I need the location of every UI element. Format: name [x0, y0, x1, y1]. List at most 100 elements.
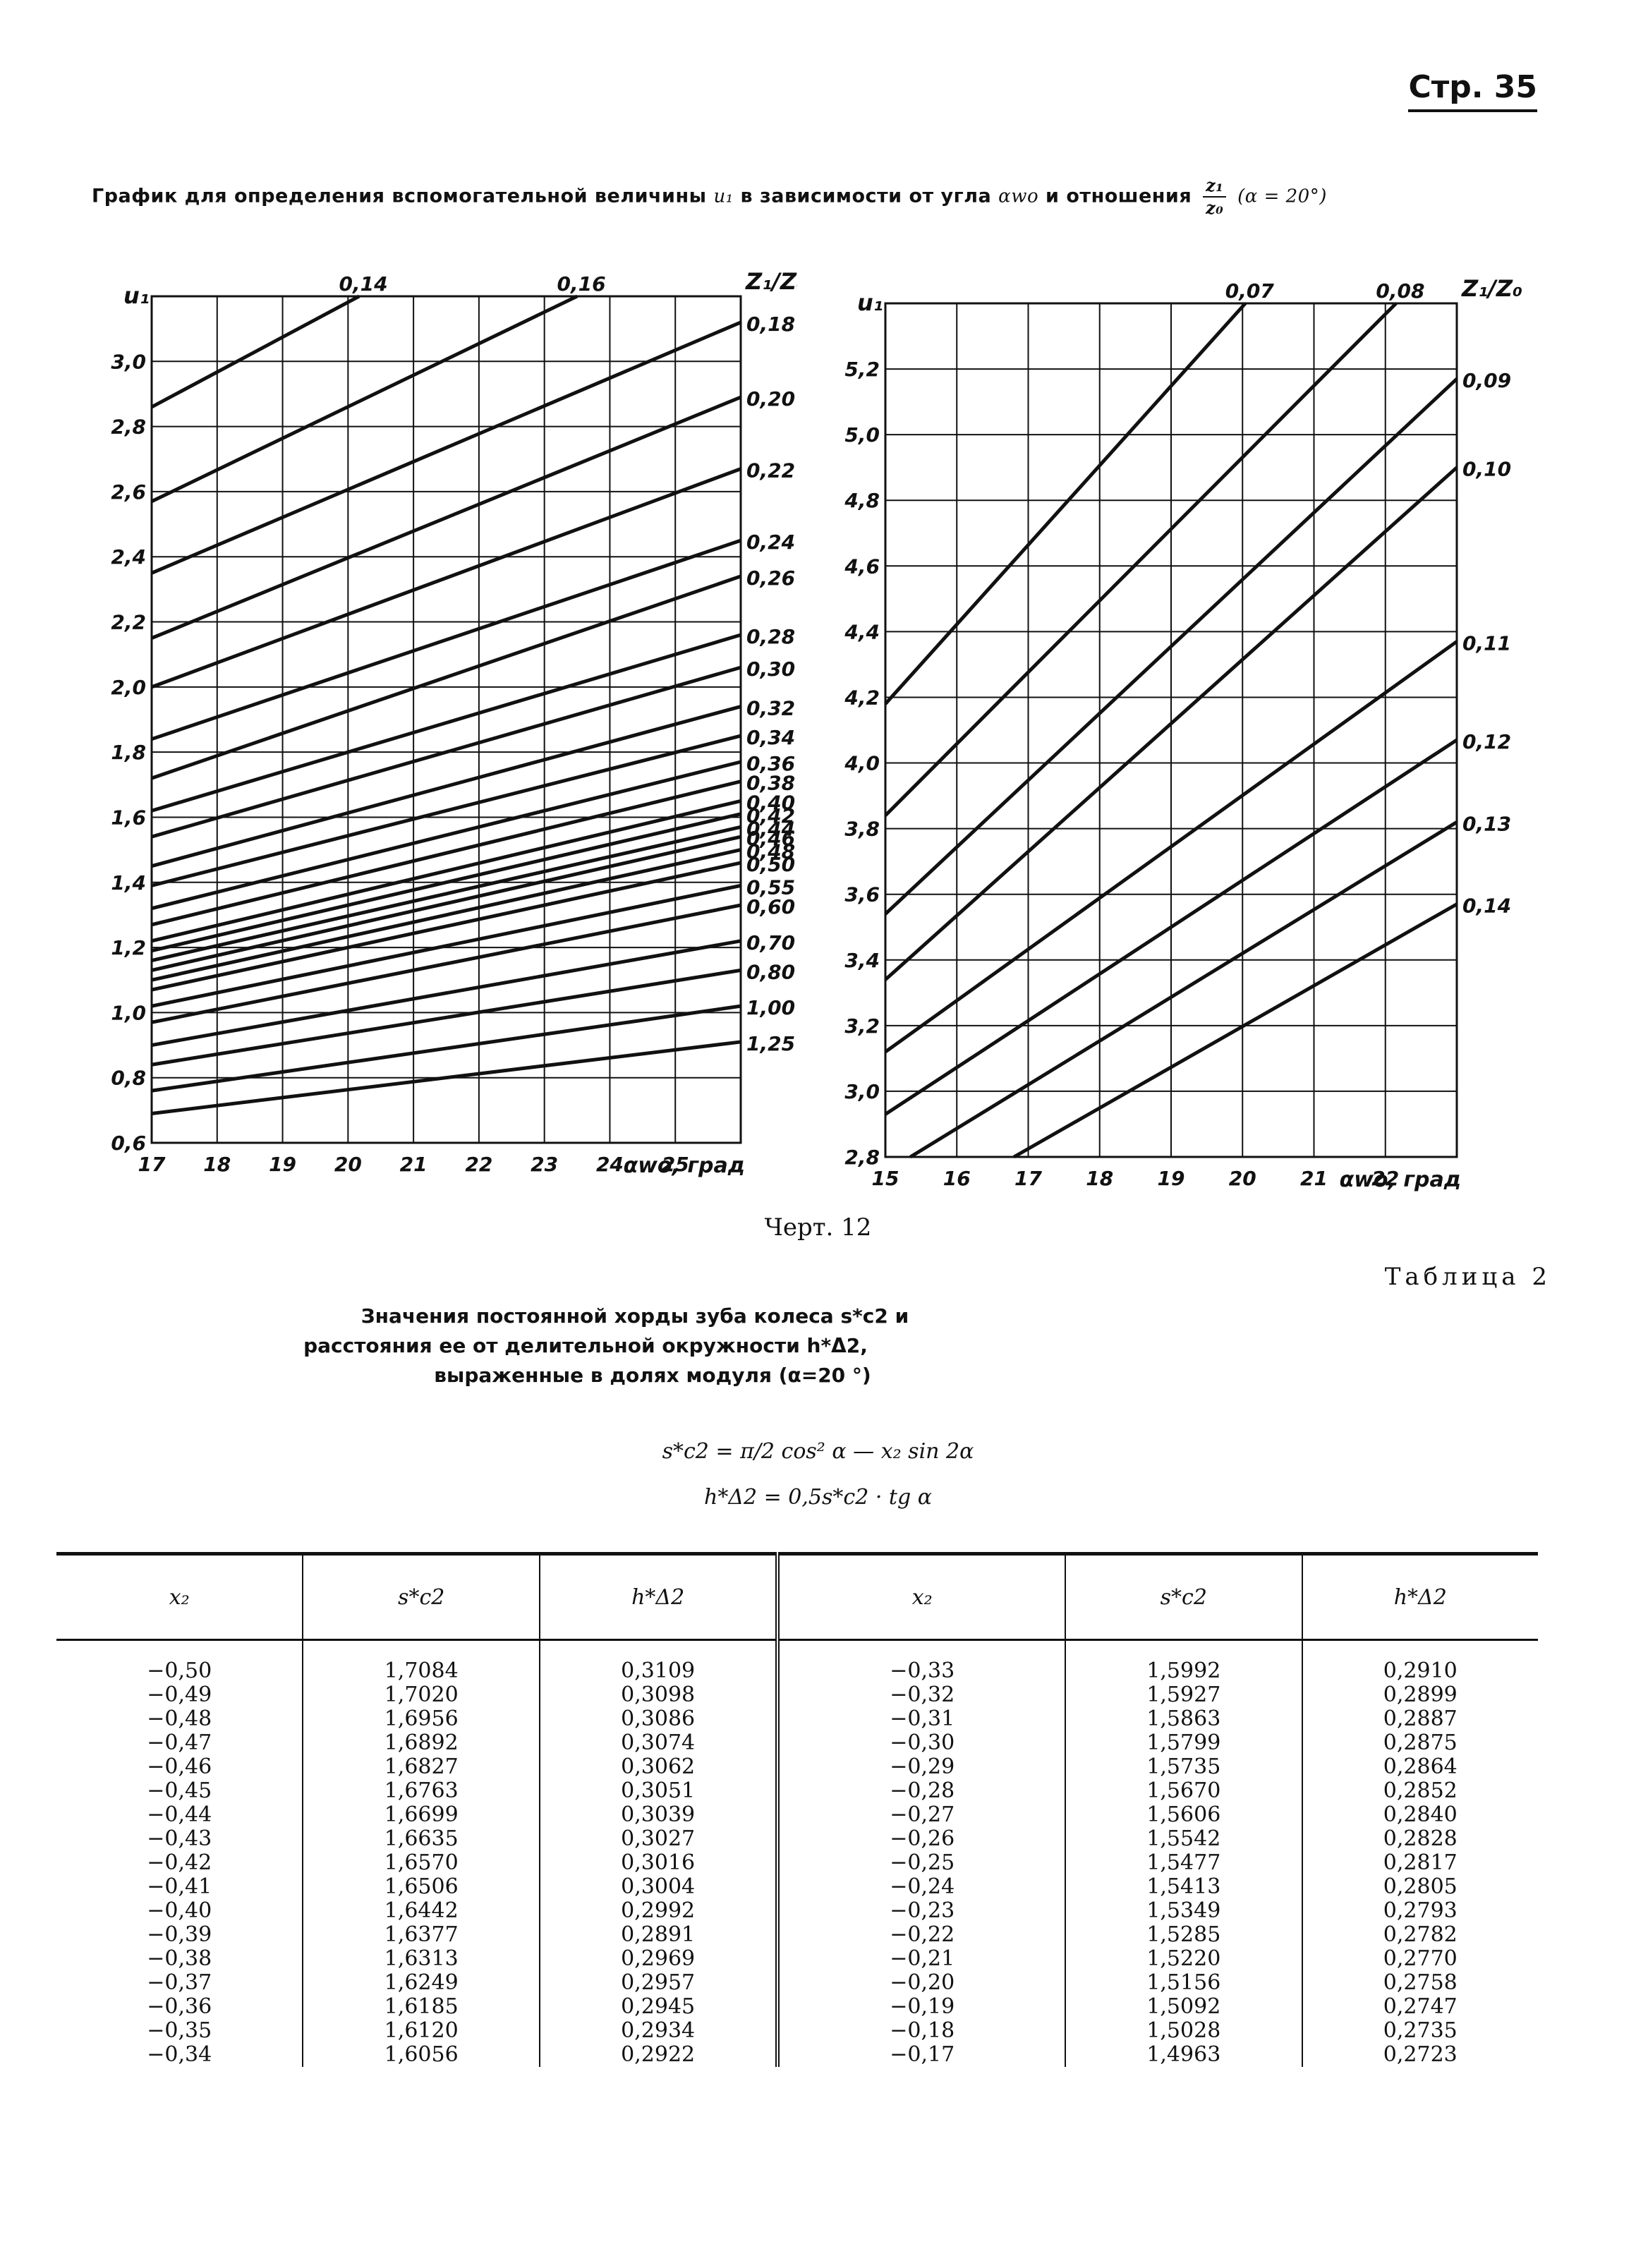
- chart0-series-label: 0,46: [746, 827, 795, 850]
- chart1-x-tick-label: 16: [943, 1167, 971, 1190]
- chart1-series-line: [884, 466, 1458, 981]
- table-cell: 1,5349: [1065, 1899, 1302, 1923]
- chart-title-var2: αwo: [998, 186, 1039, 207]
- table-cell: 1,5542: [1065, 1827, 1302, 1851]
- chart0-y-tick-label: 1,0: [111, 1001, 146, 1024]
- chart0-series-line: [151, 1004, 741, 1093]
- table-row: −0,35 1,6120 0,2934 −0,18 1,5028 0,2735: [56, 2019, 1538, 2043]
- chart1-x-tick-label: 22: [1371, 1167, 1399, 1190]
- chart1-y-tick-label: 3,4: [844, 949, 880, 972]
- table-cell: 1,6056: [302, 2043, 540, 2067]
- table-cell: −0,17: [775, 2043, 1066, 2067]
- chart0-y-tick-label: 2,8: [111, 416, 146, 439]
- table-cell: 0,3016: [538, 1851, 778, 1875]
- chart1-series-line: [909, 820, 1458, 1159]
- chart0-series-line: [151, 939, 741, 1048]
- table-cell: −0,32: [775, 1683, 1066, 1707]
- table-cell: 0,3039: [538, 1803, 778, 1827]
- table-cell: −0,27: [775, 1803, 1066, 1827]
- chart1-x-tick-label: 18: [1086, 1167, 1113, 1190]
- table-cell: 0,2770: [1301, 1947, 1538, 1971]
- table-cell: −0,40: [147, 1898, 212, 1923]
- chart0-series-line: [151, 665, 741, 839]
- chart1-y-tick-label: 3,2: [844, 1014, 880, 1038]
- table-body: −0,50 1,7084 0,3109 −0,33 1,5992 0,2910 −0,49 1…: [56, 1639, 1538, 2067]
- table-cell: 0,2875: [1301, 1731, 1538, 1755]
- table-cell: 0,2891: [538, 1923, 778, 1947]
- table-cell: 1,6442: [302, 1899, 540, 1923]
- table-cell: −0,35: [147, 2018, 212, 2043]
- table-cell: 0,2817: [1301, 1851, 1538, 1875]
- chart0-y-tick-label: 1,2: [111, 936, 146, 959]
- table-cell: 1,6249: [302, 1971, 540, 1995]
- table-cell: 0,2840: [1301, 1803, 1538, 1827]
- table-cell: 0,2828: [1301, 1827, 1538, 1851]
- table-cell: 0,2723: [1301, 2043, 1538, 2067]
- table-cell: 1,6827: [302, 1755, 540, 1779]
- chart0-x-tick-label: 25: [662, 1153, 689, 1176]
- table-cell: 1,5927: [1065, 1683, 1302, 1707]
- table-cell: −0,49: [147, 1682, 212, 1707]
- chart0-series-line: [151, 705, 741, 868]
- chart0-series-label: 0,18: [746, 313, 795, 336]
- chart0-x-tick-label: 24: [596, 1153, 624, 1176]
- table-cell: 1,5285: [1065, 1923, 1302, 1947]
- table-cell: −0,33: [775, 1639, 1066, 1683]
- table-row: −0,36 1,6185 0,2945 −0,19 1,5092 0,2747: [56, 1995, 1538, 2019]
- chart0-series-line: [150, 294, 360, 409]
- table-row: −0,42 1,6570 0,3016 −0,25 1,5477 0,2817: [56, 1851, 1538, 1875]
- table-cell: 0,2747: [1301, 1995, 1538, 2019]
- data-table: x₂ s*c2 h*Δ2 x₂ s*c2 h*Δ2 −0,50 1,7084 0,3…: [56, 1552, 1538, 2067]
- table-cell: 1,6892: [302, 1731, 540, 1755]
- header-s-c2-right: s*c2: [1065, 1552, 1302, 1641]
- table-cell: 1,6120: [302, 2019, 540, 2043]
- table-cell: 0,2910: [1301, 1639, 1538, 1683]
- chart1-y-tick-label: 5,0: [844, 423, 880, 447]
- table-row: −0,46 1,6827 0,3062 −0,29 1,5735 0,2864: [56, 1755, 1538, 1779]
- table-header-row: x₂ s*c2 h*Δ2 x₂ s*c2 h*Δ2: [56, 1552, 1538, 1641]
- chart0-series-label: 0,48: [746, 840, 795, 863]
- formula-h-delta2: h*Δ2 = 0,5s*c2 · tg α: [704, 1485, 932, 1510]
- table-cell: −0,47: [147, 1730, 212, 1755]
- chart1-x-tick-label: 19: [1158, 1167, 1185, 1190]
- chart0-series-line: [150, 294, 578, 504]
- chart0-series-label: 1,00: [746, 996, 795, 1019]
- table-title-line1: Значения постоянной хорды зуба колеса s*…: [360, 1304, 909, 1328]
- chart-title-frac-den: z₀: [1206, 198, 1224, 218]
- table-row: −0,44 1,6699 0,3039 −0,27 1,5606 0,2840: [56, 1803, 1538, 1827]
- chart0-series-line: [151, 825, 741, 962]
- table-cell: −0,31: [775, 1707, 1066, 1731]
- table-row: −0,50 1,7084 0,3109 −0,33 1,5992 0,2910: [56, 1639, 1538, 1683]
- chart1-y-tick-label: 2,8: [844, 1146, 880, 1169]
- chart0-series-line: [151, 780, 741, 927]
- table-cell: 1,5413: [1065, 1875, 1302, 1899]
- table-cell: −0,38: [147, 1946, 212, 1971]
- chart1-y-tick-label: 4,2: [844, 686, 880, 709]
- table-cell: −0,45: [147, 1778, 212, 1803]
- chart0-series-line: [151, 574, 741, 780]
- table-cell: −0,50: [147, 1658, 212, 1683]
- chart1-x-tick-label: 15: [872, 1167, 899, 1190]
- table-cell: 1,6570: [302, 1851, 540, 1875]
- table-cell: 1,5799: [1065, 1731, 1302, 1755]
- chart0-y-tick-label: 2,6: [111, 480, 146, 504]
- chart0-series-label: 0,40: [746, 791, 795, 814]
- chart1-series-label: 0,09: [1462, 369, 1511, 392]
- chart0-x-tick-label: 19: [269, 1153, 296, 1176]
- header-s-c2-left: s*c2: [302, 1552, 540, 1641]
- chart-title: График для определения вспомогательной в…: [92, 175, 1559, 219]
- table-cell: −0,41: [147, 1874, 212, 1899]
- table-cell: 0,2758: [1301, 1971, 1538, 1995]
- table-cell: −0,25: [775, 1851, 1066, 1875]
- table-cell: 1,7020: [302, 1683, 540, 1707]
- table-cell: −0,34: [147, 2042, 212, 2067]
- table-title: Значения постоянной хорды зуба колеса s*…: [0, 1302, 1072, 1390]
- header-x2-right: x₂: [775, 1552, 1066, 1641]
- chart1-y-tick-label: 4,0: [844, 752, 880, 775]
- chart1-x-tick-label: 20: [1229, 1167, 1256, 1190]
- table-cell: 1,4963: [1065, 2043, 1302, 2067]
- chart1-y-tick-label: 5,2: [844, 358, 880, 381]
- chart0-series-line: [151, 968, 741, 1067]
- table-cell: 0,2957: [538, 1971, 778, 1995]
- chart-title-frac-num: z₁: [1203, 175, 1227, 198]
